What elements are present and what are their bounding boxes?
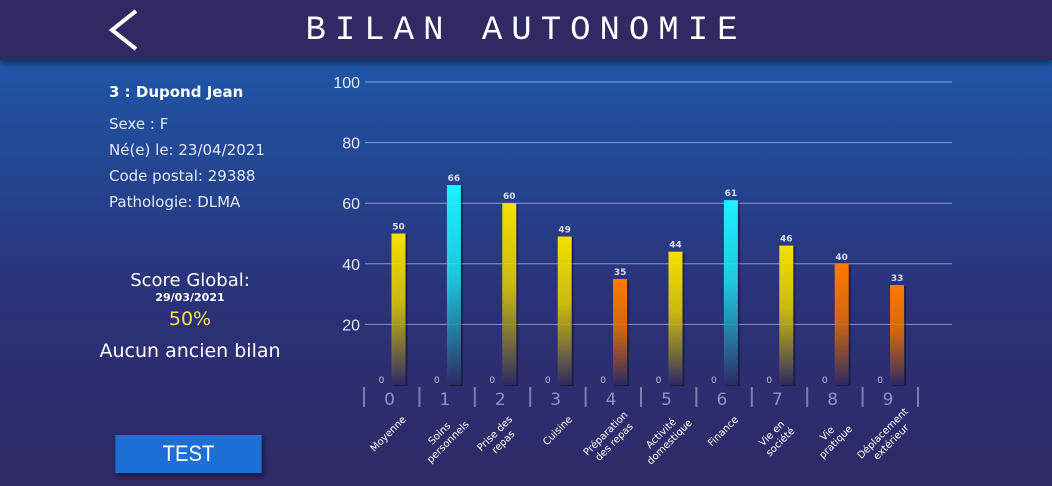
bar	[557, 236, 572, 385]
bar-base-label: 0	[766, 376, 772, 386]
bar-value-label: 46	[780, 235, 793, 245]
y-tick-label: 20	[342, 317, 360, 334]
header: BILAN AUTONOMIE	[0, 0, 1052, 60]
score-date: 29/03/2021	[155, 291, 225, 304]
x-index-label: 7	[772, 390, 783, 410]
patient-birthdate: Né(e) le: 23/04/2021	[109, 141, 265, 159]
y-tick-label: 100	[333, 75, 360, 92]
x-category-label: Activitédomestique	[636, 408, 695, 467]
bar	[834, 263, 849, 385]
x-category-label: Préparationdes repas	[581, 409, 639, 467]
bar-base-label: 0	[379, 376, 385, 386]
x-index-label: 9	[883, 390, 894, 410]
bar-value-label: 33	[891, 274, 904, 284]
bar-base-label: 0	[822, 376, 828, 386]
x-index-label: 4	[606, 390, 617, 410]
page-title: BILAN AUTONOMIE	[305, 12, 747, 50]
x-index-label: 1	[439, 390, 450, 410]
score-history: Aucun ancien bilan	[99, 340, 281, 362]
bar	[890, 285, 905, 385]
bar-base-label: 0	[600, 376, 606, 386]
x-index-label: 8	[827, 390, 838, 410]
patient-info: 3 : Dupond Jean Sexe : F Né(e) le: 23/04…	[109, 80, 265, 215]
bar-value-label: 61	[725, 189, 738, 199]
x-category-label: Vie ensociété	[756, 417, 798, 459]
bar-value-label: 49	[558, 226, 571, 236]
bar	[723, 200, 738, 385]
x-category-label: Soinspersonnels	[417, 411, 472, 466]
score-label: Score Global:	[130, 270, 250, 291]
x-index-label: 2	[495, 390, 506, 410]
x-category-label: Finance	[706, 414, 741, 449]
y-tick-label: 80	[342, 136, 360, 153]
back-chevron-icon[interactable]	[104, 8, 146, 52]
bar-base-label: 0	[489, 376, 495, 386]
bar-value-label: 35	[614, 268, 627, 278]
bar-value-label: 66	[448, 174, 461, 184]
bar-base-label: 0	[434, 376, 440, 386]
x-category-label: Moyenne	[369, 414, 409, 454]
y-tick-label: 60	[342, 196, 360, 213]
x-index-label: 0	[384, 390, 395, 410]
bar-base-label: 0	[877, 376, 883, 386]
bar	[391, 233, 406, 385]
x-index-label: 5	[661, 390, 672, 410]
x-category-label: Déplacementextérieur	[855, 406, 919, 470]
bar	[446, 185, 461, 385]
x-category-label: Viepratique	[809, 415, 855, 461]
patient-pathology: Pathologie: DLMA	[109, 193, 241, 211]
x-index-label: 6	[716, 390, 727, 410]
patient-sexe: Sexe : F	[109, 115, 169, 133]
bar	[502, 203, 517, 385]
bar-value-label: 50	[392, 223, 405, 233]
patient-postal-code: Code postal: 29388	[109, 167, 256, 185]
bar	[779, 245, 794, 385]
bar-value-label: 44	[669, 241, 682, 251]
bar	[668, 251, 683, 385]
x-index-label: 3	[550, 390, 561, 410]
global-score: Score Global: 29/03/2021 50% Aucun ancie…	[80, 270, 300, 366]
x-category-label: Cuisine	[541, 414, 575, 448]
bar-base-label: 0	[545, 376, 551, 386]
y-tick-label: 40	[342, 257, 360, 274]
score-value: 50%	[168, 308, 212, 330]
bar	[613, 278, 628, 385]
patient-name: 3 : Dupond Jean	[109, 83, 244, 101]
bar-base-label: 0	[711, 376, 717, 386]
x-category-label: Prise desrepas	[475, 414, 523, 462]
bar-base-label: 0	[656, 376, 662, 386]
test-button[interactable]: TEST	[115, 435, 262, 473]
bar-value-label: 40	[835, 253, 848, 263]
bar-value-label: 60	[503, 192, 516, 202]
